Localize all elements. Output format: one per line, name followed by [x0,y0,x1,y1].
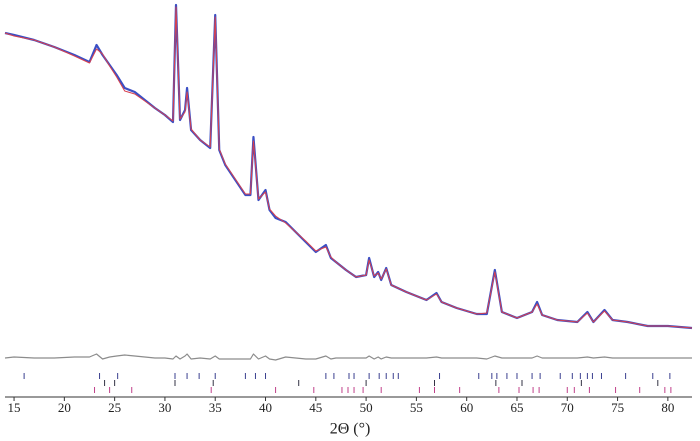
x-tick-label: 75 [611,400,624,415]
x-tick-label: 35 [209,400,222,415]
x-tick-label: 70 [561,400,574,415]
series-line [4,3,693,330]
series-line [4,353,692,361]
x-tick-label: 20 [58,400,71,415]
x-axis-label: 2Θ (°) [330,421,371,438]
series-line [4,6,693,329]
x-tick-label: 40 [259,400,272,415]
x-tick-label: 15 [8,400,21,415]
x-tick-label: 25 [108,400,121,415]
x-tick-label: 60 [460,400,473,415]
x-tick-label: 50 [360,400,373,415]
x-tick-label: 80 [661,400,674,415]
x-tick-label: 65 [510,400,523,415]
x-tick-label: 45 [309,400,322,415]
x-tick-label: 30 [158,400,171,415]
x-tick-label: 55 [410,400,423,415]
